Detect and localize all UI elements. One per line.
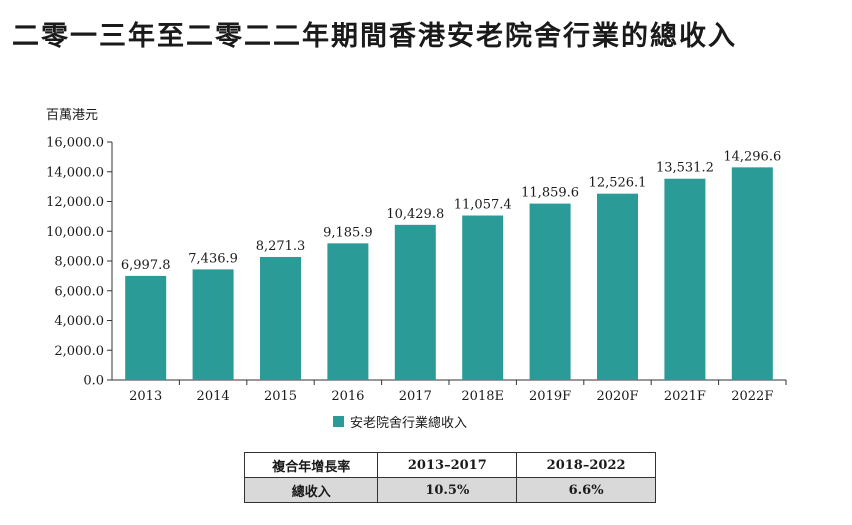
cagr-value-period-1: 10.5% [377, 477, 518, 503]
bar [462, 215, 504, 380]
cagr-table: 複合年增長率 2013–2017 2018–2022 總收入 10.5% 6.6… [243, 452, 656, 503]
chart-title: 二零一三年至二零二二年期間香港安老院舍行業的總收入 [12, 21, 737, 52]
bar [260, 256, 301, 380]
y-tick-label: 0.0 [83, 374, 104, 389]
bar-value-label: 11,859.6 [521, 186, 579, 201]
cagr-row-label: 總收入 [243, 477, 379, 503]
y-tick-label: 6,000.0 [54, 284, 104, 299]
legend-label: 安老院舍行業總收入 [350, 416, 468, 431]
bar [529, 203, 571, 380]
x-tick-label: 2019F [529, 389, 571, 404]
bar-value-label: 13,531.2 [656, 161, 714, 176]
x-tick-label: 2017 [399, 389, 432, 404]
cagr-header-period-1: 2013–2017 [377, 452, 518, 478]
x-tick-label: 2022F [731, 389, 773, 404]
bar-value-label: 11,057.4 [454, 198, 512, 213]
y-tick-label: 16,000.0 [46, 136, 104, 151]
y-tick-label: 10,000.0 [46, 225, 104, 240]
bar-value-label: 10,429.8 [386, 207, 444, 222]
legend-swatch [333, 416, 344, 427]
bar-value-label: 12,526.1 [589, 176, 647, 191]
y-tick-label: 4,000.0 [54, 314, 104, 329]
bar [327, 243, 369, 380]
y-tick-label: 2,000.0 [54, 344, 104, 359]
bar [731, 167, 773, 380]
x-tick-label: 2020F [596, 389, 638, 404]
bar-value-label: 7,436.9 [188, 251, 238, 266]
bar-value-label: 9,185.9 [323, 225, 373, 240]
bar [597, 193, 638, 380]
x-tick-label: 2015 [264, 389, 297, 404]
y-tick-label: 8,000.0 [54, 255, 104, 270]
cagr-header-period-2: 2018–2022 [516, 452, 656, 478]
y-tick-label: 12,000.0 [46, 195, 104, 210]
x-tick-label: 2014 [197, 389, 230, 404]
y-axis-unit-label: 百萬港元 [46, 108, 99, 123]
bar [394, 224, 436, 380]
bar-value-label: 6,997.8 [121, 258, 171, 273]
bar-value-label: 14,296.6 [723, 149, 781, 164]
cagr-header-label: 複合年增長率 [243, 452, 379, 478]
cagr-header-row: 複合年增長率 2013–2017 2018–2022 [243, 452, 656, 478]
legend: 安老院舍行業總收入 [333, 412, 467, 431]
bar [192, 269, 234, 380]
bar [664, 178, 706, 380]
cagr-value-row: 總收入 10.5% 6.6% [243, 477, 656, 503]
x-tick-label: 2013 [129, 389, 162, 404]
x-tick-label: 2018E [461, 389, 504, 404]
bar-value-label: 8,271.3 [256, 239, 306, 254]
cagr-value-period-2: 6.6% [516, 477, 656, 503]
x-tick-label: 2021F [664, 389, 706, 404]
x-tick-label: 2016 [331, 389, 364, 404]
bar [125, 275, 167, 380]
y-tick-label: 14,000.0 [46, 165, 104, 180]
